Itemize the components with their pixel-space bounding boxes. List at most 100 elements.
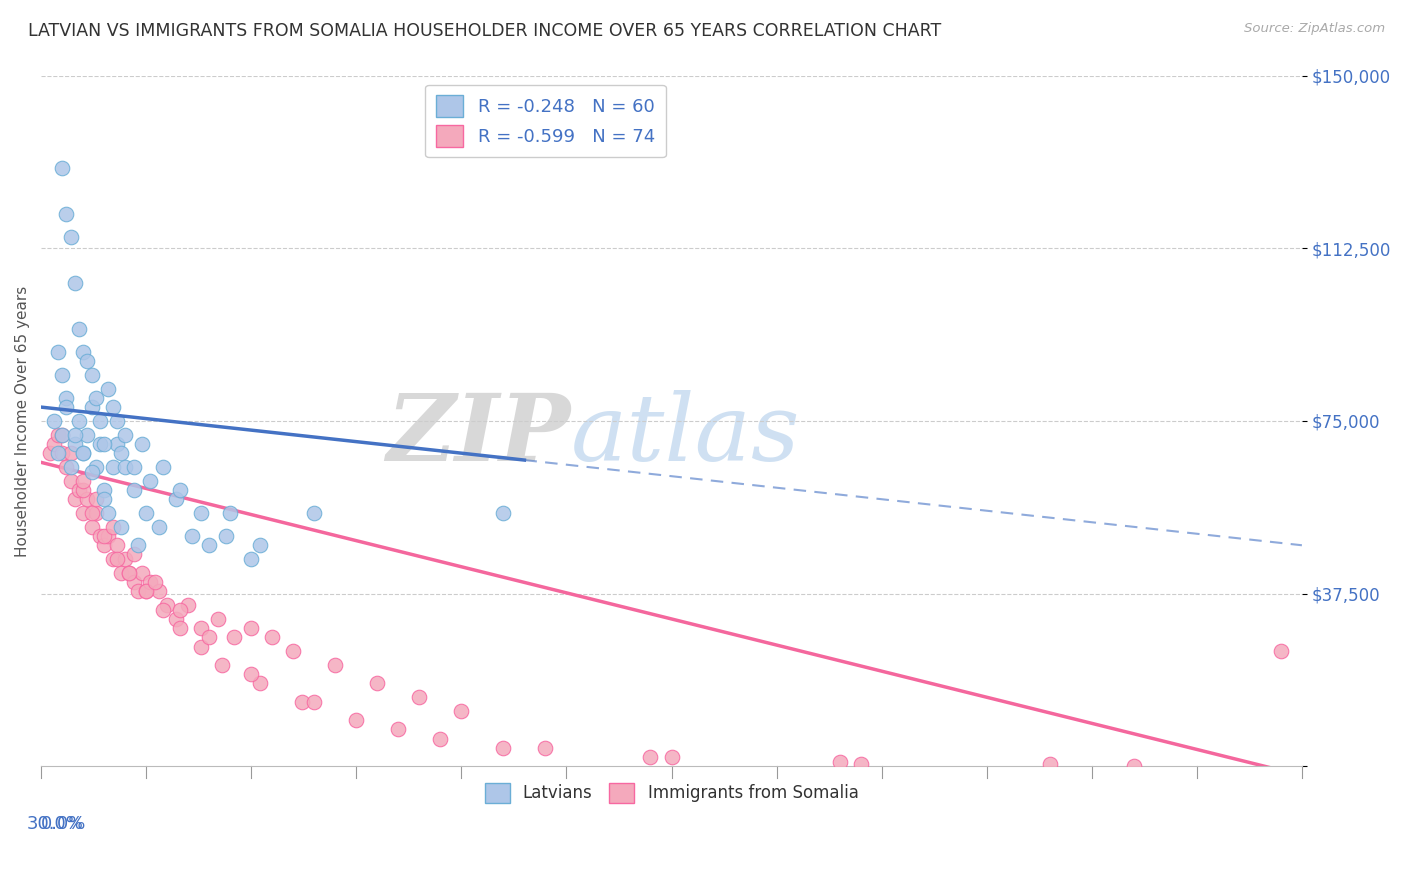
Point (84, 492, 107, 507)
Point (450, 704, 472, 718)
Point (207, 612, 229, 626)
Point (105, 437, 128, 451)
Point (51, 368, 73, 382)
Point (76, 354, 98, 368)
Point (80, 465, 103, 479)
Point (1270, 644, 1292, 658)
Point (169, 603, 191, 617)
Point (89, 414, 111, 428)
Point (63, 427, 86, 442)
Point (118, 566, 141, 580)
Point (101, 400, 124, 414)
Point (59, 460, 82, 475)
Point (105, 538, 128, 552)
Point (165, 492, 187, 507)
Point (97, 529, 120, 543)
Point (198, 631, 221, 645)
Point (240, 621, 263, 635)
Point (101, 460, 124, 475)
Point (84, 506, 107, 520)
Point (148, 520, 170, 534)
Point (127, 538, 149, 552)
Point (89, 529, 111, 543)
Point (291, 695, 314, 709)
Point (55, 391, 77, 405)
Point (1122, 759, 1144, 773)
Point (89, 437, 111, 451)
Point (93, 492, 115, 507)
Point (122, 575, 145, 590)
Point (72, 483, 94, 497)
Point (122, 483, 145, 497)
Point (105, 414, 128, 428)
Point (114, 427, 136, 442)
Point (240, 552, 263, 566)
Point (122, 548, 145, 562)
Point (127, 584, 149, 599)
Text: ZIP: ZIP (387, 390, 571, 480)
Point (72, 474, 94, 488)
Point (849, 757, 872, 772)
Point (828, 755, 851, 769)
Point (38, 446, 60, 460)
Point (262, 631, 284, 645)
Point (344, 713, 367, 727)
Point (51, 427, 73, 442)
Point (55, 460, 77, 475)
Point (110, 520, 132, 534)
Point (76, 492, 98, 507)
Point (131, 566, 153, 580)
Point (219, 506, 242, 520)
Point (1039, 757, 1062, 772)
Point (387, 723, 409, 737)
Point (110, 446, 132, 460)
Point (67, 483, 90, 497)
Point (84, 460, 107, 475)
Point (190, 506, 212, 520)
Text: 30.0%: 30.0% (27, 814, 83, 832)
Point (76, 427, 98, 442)
Point (156, 598, 179, 612)
Point (63, 437, 86, 451)
Point (80, 368, 103, 382)
Point (55, 400, 77, 414)
Legend: Latvians, Immigrants from Somalia: Latvians, Immigrants from Somalia (478, 776, 865, 810)
Point (249, 676, 271, 690)
Y-axis label: Householder Income Over 65 years: Householder Income Over 65 years (15, 285, 30, 557)
Point (148, 584, 170, 599)
Text: 0.0%: 0.0% (41, 814, 87, 832)
Point (152, 460, 174, 475)
Point (122, 460, 145, 475)
Point (93, 529, 115, 543)
Point (67, 414, 90, 428)
Point (105, 552, 128, 566)
Point (661, 750, 683, 764)
Point (72, 446, 94, 460)
Point (46, 427, 69, 442)
Point (114, 460, 136, 475)
Point (42, 437, 65, 451)
Point (224, 631, 246, 645)
Point (80, 520, 103, 534)
Point (534, 740, 557, 755)
Point (215, 529, 238, 543)
Text: atlas: atlas (571, 390, 800, 480)
Point (51, 161, 73, 175)
Point (97, 382, 120, 396)
Point (198, 538, 221, 552)
Point (190, 621, 212, 635)
Point (152, 603, 174, 617)
Point (72, 446, 94, 460)
Point (304, 695, 326, 709)
Point (101, 520, 124, 534)
Point (59, 446, 82, 460)
Point (181, 529, 204, 543)
Point (51, 446, 73, 460)
Point (143, 575, 166, 590)
Point (67, 322, 90, 336)
Point (97, 506, 120, 520)
Point (135, 506, 157, 520)
Point (84, 391, 107, 405)
Point (110, 566, 132, 580)
Text: LATVIAN VS IMMIGRANTS FROM SOMALIA HOUSEHOLDER INCOME OVER 65 YEARS CORRELATION : LATVIAN VS IMMIGRANTS FROM SOMALIA HOUSE… (28, 22, 942, 40)
